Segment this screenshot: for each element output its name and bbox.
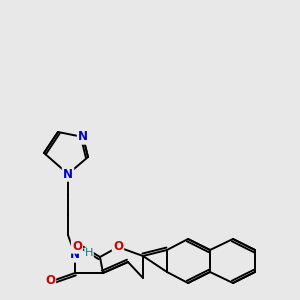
Text: O: O — [113, 239, 123, 253]
Text: O: O — [45, 274, 55, 286]
Text: N: N — [70, 248, 80, 262]
Text: O: O — [72, 239, 82, 253]
Text: N: N — [78, 130, 88, 143]
Text: H: H — [85, 248, 93, 258]
Text: N: N — [63, 167, 73, 181]
